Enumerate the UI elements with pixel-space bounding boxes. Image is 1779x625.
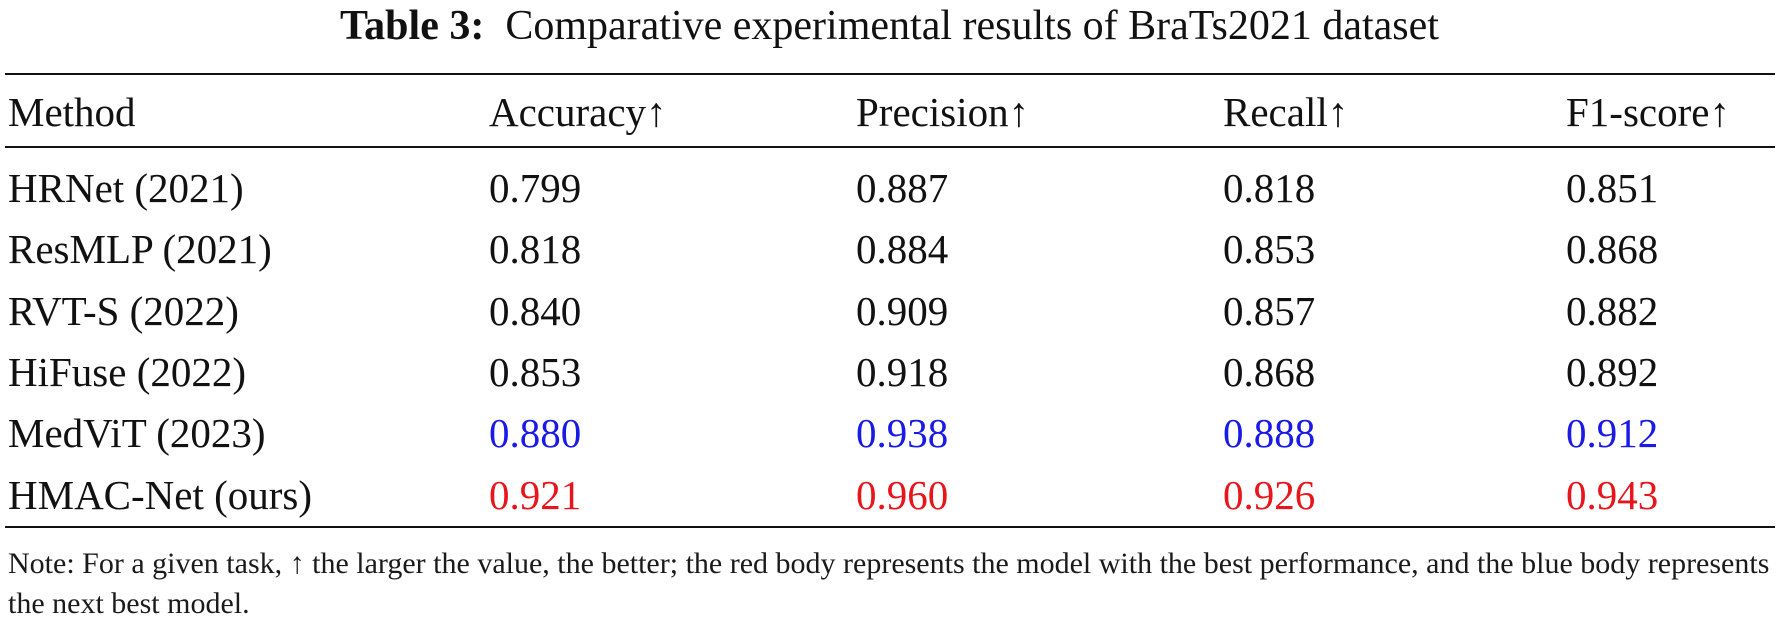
accuracy-cell: 0.921 (489, 472, 582, 518)
method-cell: ResMLP (2021) (8, 226, 272, 272)
table-row: HRNet (2021) 0.799 0.887 0.818 0.851 (0, 160, 1779, 216)
precision-cell: 0.918 (856, 349, 949, 395)
column-header-precision: Precision↑ (856, 89, 1030, 135)
table-caption-label: Table 3: (340, 3, 485, 49)
accuracy-cell: 0.818 (489, 226, 582, 272)
accuracy-cell: 0.880 (489, 410, 582, 456)
recall-cell: 0.868 (1223, 349, 1316, 395)
table-row: RVT-S (2022) 0.840 0.909 0.857 0.882 (0, 283, 1779, 339)
table-bottom-rule (5, 526, 1775, 528)
table-row: ResMLP (2021) 0.818 0.884 0.853 0.868 (0, 221, 1779, 277)
table-row: MedViT (2023) 0.880 0.938 0.888 0.912 (0, 405, 1779, 461)
method-cell: HMAC-Net (ours) (8, 472, 313, 518)
method-cell: HiFuse (2022) (8, 349, 247, 395)
precision-cell: 0.938 (856, 410, 949, 456)
recall-cell: 0.857 (1223, 288, 1316, 334)
method-cell: RVT-S (2022) (8, 288, 239, 334)
precision-cell: 0.960 (856, 472, 949, 518)
table-row: HMAC-Net (ours) 0.921 0.960 0.926 0.943 (0, 467, 1779, 523)
f1-score-cell: 0.943 (1566, 472, 1659, 518)
f1-score-cell: 0.892 (1566, 349, 1659, 395)
table-caption-text: Comparative experimental results of BraT… (505, 3, 1439, 49)
column-header-method: Method (8, 89, 136, 135)
precision-cell: 0.884 (856, 226, 949, 272)
table-header-row: Method Accuracy↑ Precision↑ Recall↑ F1-s… (0, 84, 1779, 140)
recall-cell: 0.888 (1223, 410, 1316, 456)
precision-cell: 0.887 (856, 165, 949, 211)
f1-score-cell: 0.912 (1566, 410, 1659, 456)
table-top-rule (5, 73, 1775, 75)
method-cell: HRNet (2021) (8, 165, 244, 211)
f1-score-cell: 0.851 (1566, 165, 1659, 211)
recall-cell: 0.853 (1223, 226, 1316, 272)
column-header-f1-score: F1-score↑ (1566, 89, 1730, 135)
method-cell: MedViT (2023) (8, 410, 266, 456)
recall-cell: 0.818 (1223, 165, 1316, 211)
recall-cell: 0.926 (1223, 472, 1316, 518)
accuracy-cell: 0.840 (489, 288, 582, 334)
accuracy-cell: 0.799 (489, 165, 582, 211)
table-header-rule (5, 146, 1775, 148)
precision-cell: 0.909 (856, 288, 949, 334)
f1-score-cell: 0.868 (1566, 226, 1659, 272)
accuracy-cell: 0.853 (489, 349, 582, 395)
table-row: HiFuse (2022) 0.853 0.918 0.868 0.892 (0, 344, 1779, 400)
table-footnote: Note: For a given task, ↑ the larger the… (8, 547, 1770, 620)
column-header-accuracy: Accuracy↑ (489, 89, 667, 135)
f1-score-cell: 0.882 (1566, 288, 1659, 334)
column-header-recall: Recall↑ (1223, 89, 1349, 135)
table-caption: Table 3: Comparative experimental result… (0, 2, 1779, 50)
